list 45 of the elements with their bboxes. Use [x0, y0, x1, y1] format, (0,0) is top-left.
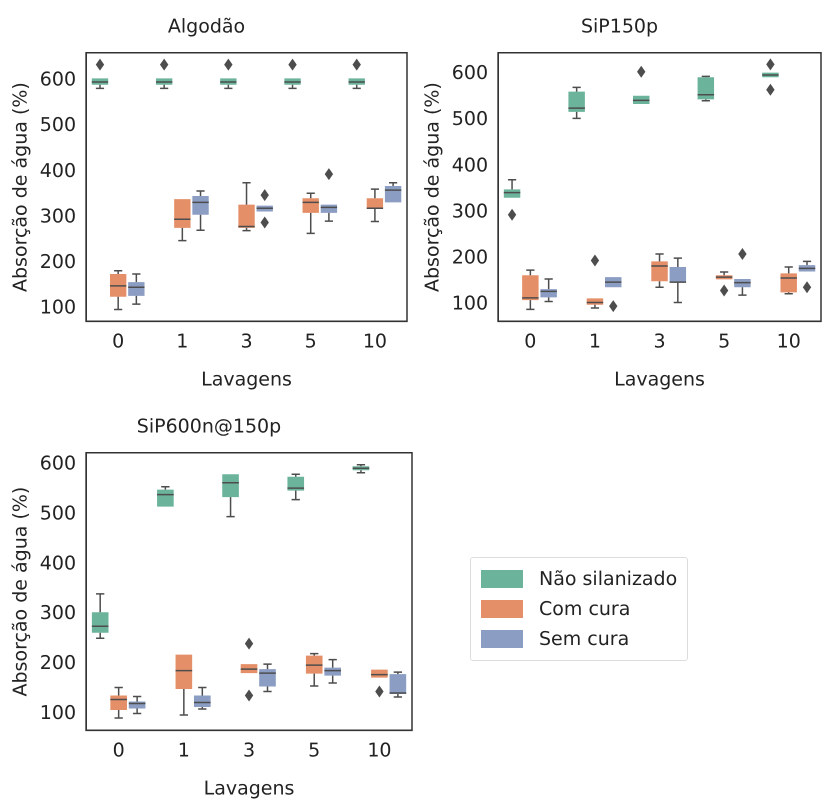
y-tick-label: 300 [452, 200, 488, 222]
x-tick-label: 3 [242, 740, 256, 762]
y-tick-label: 200 [40, 652, 76, 674]
y-tick-label: 100 [40, 702, 76, 724]
y-tick-label: 600 [40, 452, 76, 475]
x-tick-label: 10 [367, 740, 392, 762]
x-axis-title: Lavagens [204, 778, 294, 800]
y-tick-label: 500 [40, 502, 76, 525]
y-axis-title: Absorção de água (%) [9, 486, 32, 697]
legend-label: Com cura [539, 598, 630, 620]
x-axis-title: Lavagens [201, 368, 292, 391]
x-axis-title: Lavagens [614, 368, 705, 391]
chart-title: SiP600n@150p [136, 415, 282, 438]
x-tick-label: 1 [178, 740, 190, 762]
x-tick-label: 10 [776, 330, 801, 353]
x-tick-label: 1 [588, 330, 601, 353]
y-tick-label: 400 [40, 160, 76, 182]
y-axis-title: Absorção de água (%) [9, 82, 32, 292]
y-tick-label: 300 [40, 205, 76, 228]
x-tick-label: 5 [718, 330, 730, 353]
x-tick-label: 0 [112, 740, 125, 762]
y-tick-label: 600 [452, 62, 488, 84]
legend-label: Não silanizado [539, 568, 678, 590]
y-tick-label: 200 [40, 250, 76, 273]
y-tick-label: 100 [452, 292, 488, 315]
y-tick-label: 200 [452, 246, 488, 269]
x-tick-label: 3 [653, 330, 666, 353]
x-tick-label: 0 [112, 330, 124, 353]
y-tick-label: 500 [452, 108, 488, 130]
x-tick-label: 3 [240, 330, 253, 353]
x-tick-label: 0 [524, 330, 536, 353]
x-tick-label: 1 [176, 330, 188, 353]
y-axis-title: Absorção de água (%) [421, 82, 444, 292]
chart-title: SiP150p [580, 15, 658, 38]
x-tick-label: 5 [304, 330, 317, 353]
y-tick-label: 300 [40, 602, 76, 624]
chart-title: Algodão [168, 15, 246, 38]
y-tick-label: 600 [40, 68, 76, 91]
x-tick-label: 5 [308, 740, 320, 762]
y-tick-label: 400 [40, 552, 76, 574]
y-tick-label: 100 [40, 296, 76, 319]
x-tick-label: 10 [362, 330, 387, 353]
legend-label: Sem cura [539, 628, 630, 650]
y-tick-label: 500 [40, 114, 76, 136]
y-tick-label: 400 [452, 154, 488, 176]
